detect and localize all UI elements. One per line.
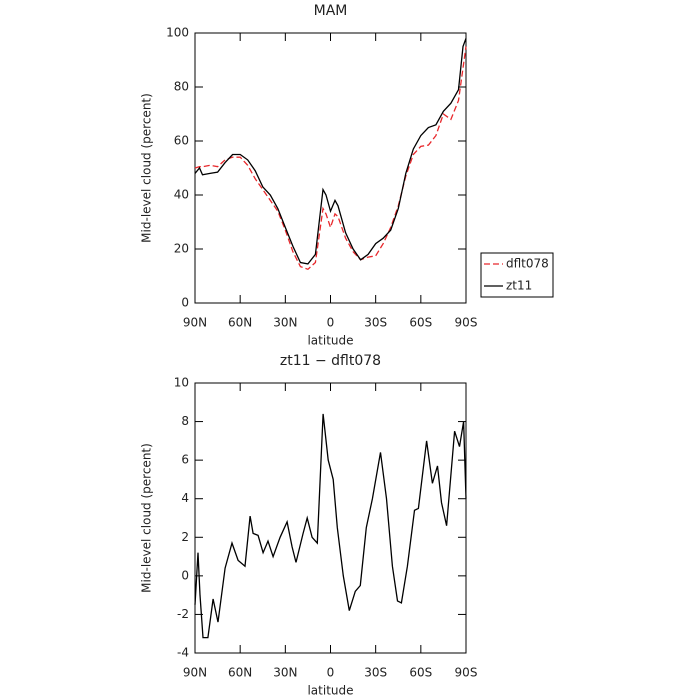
y-tick-label: 80 — [174, 80, 189, 94]
y-axis-label: Mid-level cloud (percent) — [140, 93, 154, 243]
x-tick-label: 90S — [455, 666, 478, 680]
x-tick-label: 30N — [273, 666, 297, 680]
x-tick-label: 30S — [364, 316, 387, 330]
x-tick-label: 60S — [409, 666, 432, 680]
y-tick-label: 100 — [166, 26, 189, 40]
x-tick-label: 60S — [409, 316, 432, 330]
x-tick-label: 30S — [364, 666, 387, 680]
y-tick-label: 0 — [181, 296, 189, 310]
x-tick-label: 90S — [455, 316, 478, 330]
panel: MAM latitude Mid-level cloud (percent) 0 20 4… — [140, 3, 554, 348]
panel-title: zt11 − dflt078 — [280, 353, 381, 369]
y-tick-label: -2 — [177, 607, 189, 621]
series-line — [194, 46, 467, 271]
plot-frame — [194, 382, 467, 654]
x-tick-label: 90N — [183, 666, 207, 680]
x-tick-label: 60N — [228, 666, 252, 680]
y-tick-label: 8 — [181, 414, 189, 428]
y-tick-label: 4 — [181, 491, 189, 505]
series-line — [194, 38, 467, 265]
x-tick-label: 90N — [183, 316, 207, 330]
x-tick-label: 0 — [327, 666, 335, 680]
y-tick-label: 40 — [174, 188, 189, 202]
y-tick-label: -4 — [177, 646, 189, 660]
y-tick-label: 10 — [174, 376, 189, 390]
legend-label: zt11 — [506, 279, 532, 293]
plot-frame — [194, 32, 467, 304]
panel-title: MAM — [314, 3, 348, 19]
y-tick-label: 20 — [174, 242, 189, 256]
x-tick-label: 60N — [228, 316, 252, 330]
legend-box — [480, 252, 554, 298]
legend-label: dflt078 — [506, 257, 549, 271]
series-line — [194, 413, 467, 639]
y-axis-label: Mid-level cloud (percent) — [140, 443, 154, 593]
x-axis-label: latitude — [307, 684, 353, 698]
y-tick-label: 2 — [181, 530, 189, 544]
y-tick-label: 0 — [181, 568, 189, 582]
x-axis-label: latitude — [307, 334, 353, 348]
x-tick-label: 0 — [327, 316, 335, 330]
y-tick-label: 6 — [181, 453, 189, 467]
y-tick-label: 60 — [174, 134, 189, 148]
panel: zt11 − dflt078 latitude Mid-level cloud (p… — [140, 353, 478, 698]
x-tick-label: 30N — [273, 316, 297, 330]
